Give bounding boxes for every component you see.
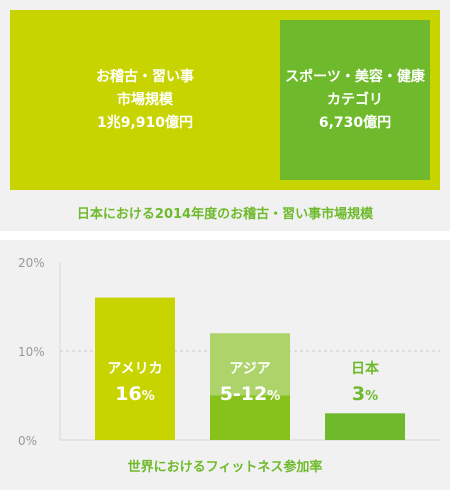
bar xyxy=(210,395,290,440)
y-tick-label: 10% xyxy=(18,345,45,359)
market-total-value: 1兆9,910億円 xyxy=(96,114,194,131)
bar xyxy=(325,413,405,440)
bar-name-label: 日本 xyxy=(351,360,380,377)
bar-value-label: 16% xyxy=(115,383,154,405)
chart-bars xyxy=(95,297,405,440)
sports-label-line2: カテゴリ xyxy=(327,91,383,108)
chart-title: 世界におけるフィットネス参加率 xyxy=(127,460,323,475)
bar-name-label: アメリカ xyxy=(107,361,162,377)
y-tick-label: 20% xyxy=(18,256,45,270)
market-caption: 日本における2014年度のお稽古・習い事市場規模 xyxy=(76,207,374,222)
bar-name-label: アジア xyxy=(229,361,270,377)
market-size-panel: お稽古・習い事 市場規模 1兆9,910億円 スポーツ・美容・健康 カテゴリ 6… xyxy=(0,0,450,231)
market-total-label-line1: お稽古・習い事 xyxy=(96,68,194,85)
chart-labels: 0% 10% 20% アメリカ 16% アジア 5-12% 日本 3% xyxy=(18,256,380,448)
sports-label-line1: スポーツ・美容・健康 xyxy=(285,68,425,85)
y-tick-label: 0% xyxy=(18,434,37,448)
market-total-text: お稽古・習い事 市場規模 1兆9,910億円 xyxy=(10,10,280,190)
sports-category-block: スポーツ・美容・健康 カテゴリ 6,730億円 xyxy=(280,20,430,180)
bar-value-label: 3% xyxy=(352,383,378,405)
bar xyxy=(95,297,175,440)
bar-range-segment xyxy=(210,333,290,396)
bar-value-label: 5-12% xyxy=(220,383,281,405)
sports-value: 6,730億円 xyxy=(318,114,392,131)
market-total-label-line2: 市場規模 xyxy=(117,91,173,108)
